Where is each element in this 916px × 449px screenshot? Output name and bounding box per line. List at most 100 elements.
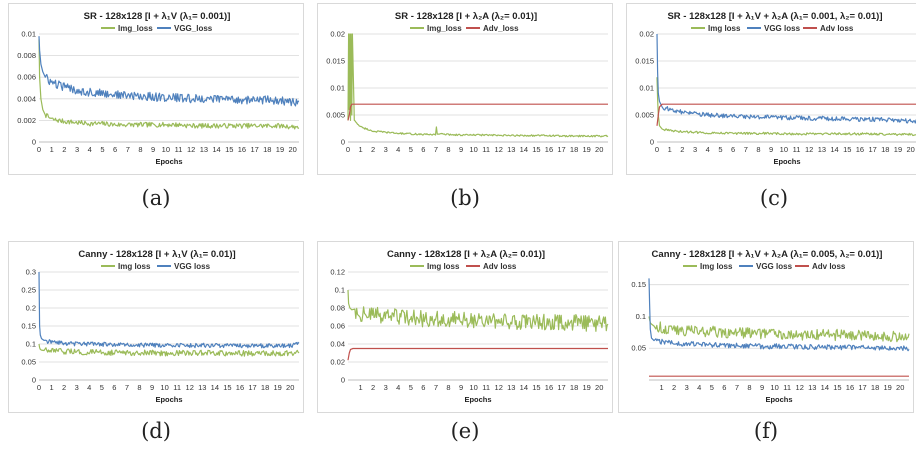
x-tick-label: 19 bbox=[582, 383, 590, 392]
x-tick-label: 8 bbox=[138, 145, 142, 154]
series-line bbox=[656, 33, 916, 124]
x-tick-label: 15 bbox=[532, 383, 540, 392]
x-tick-label: 6 bbox=[421, 383, 425, 392]
chart-svg: Canny - 128x128 [I + λ₁V (λ₁= 0.01)] Img … bbox=[21, 249, 300, 404]
y-tick-label: 0.25 bbox=[21, 286, 36, 295]
y-tick-label: 0 bbox=[341, 376, 345, 385]
x-tick-label: 15 bbox=[225, 145, 233, 154]
x-tick-label: 16 bbox=[846, 383, 854, 392]
x-tick-label: 5 bbox=[710, 383, 714, 392]
x-tick-label: 2 bbox=[371, 383, 375, 392]
chart-frame: SR - 128x128 [I + λ₁V (λ₁= 0.001)] Img_lo… bbox=[8, 3, 304, 175]
x-tick-label: 17 bbox=[868, 145, 876, 154]
x-tick-label: 9 bbox=[760, 383, 764, 392]
x-tick-label: 8 bbox=[137, 383, 141, 392]
x-tick-label: 18 bbox=[263, 145, 271, 154]
x-tick-label: 14 bbox=[830, 145, 838, 154]
x-tick-label: 17 bbox=[557, 383, 565, 392]
x-tick-label: 14 bbox=[520, 145, 528, 154]
legend-label: Img_loss bbox=[427, 24, 462, 33]
y-tick-label: 0.15 bbox=[21, 322, 36, 331]
x-tick-label: 11 bbox=[482, 145, 490, 154]
x-tick-label: 6 bbox=[731, 145, 735, 154]
series-line bbox=[648, 278, 910, 352]
x-tick-label: 20 bbox=[896, 383, 904, 392]
x-tick-label: 3 bbox=[693, 145, 697, 154]
x-tick-label: 10 bbox=[162, 145, 170, 154]
x-tick-label: 13 bbox=[507, 383, 515, 392]
chart-caption: (e) bbox=[450, 419, 480, 443]
chart-svg: Canny - 128x128 [I + λ₂A (λ₂= 0.01)] Img … bbox=[330, 249, 609, 404]
series-line bbox=[38, 36, 300, 107]
x-tick-label: 7 bbox=[744, 145, 748, 154]
legend-label: Img loss bbox=[700, 262, 733, 271]
x-tick-label: 10 bbox=[770, 383, 778, 392]
x-tick-label: 2 bbox=[672, 383, 676, 392]
x-tick-label: 19 bbox=[276, 145, 284, 154]
x-tick-label: 15 bbox=[843, 145, 851, 154]
x-tick-label: 1 bbox=[358, 383, 362, 392]
x-tick-label: 13 bbox=[808, 383, 816, 392]
legend-label: Adv_loss bbox=[483, 24, 519, 33]
y-tick-label: 0.01 bbox=[639, 84, 654, 93]
x-tick-label: 1 bbox=[659, 383, 663, 392]
x-tick-label: 13 bbox=[200, 145, 208, 154]
chart-title: Canny - 128x128 [I + λ₁V (λ₁= 0.01)] bbox=[78, 249, 235, 260]
legend-label: VGG_loss bbox=[174, 24, 213, 33]
x-axis-label: Epochs bbox=[464, 395, 491, 404]
y-tick-label: 0.15 bbox=[631, 280, 646, 289]
chart-frame: Canny - 128x128 [I + λ₁V (λ₁= 0.01)] Img … bbox=[8, 241, 304, 413]
legend-label: Img loss bbox=[708, 24, 741, 33]
x-tick-label: 6 bbox=[722, 383, 726, 392]
y-tick-label: 0.2 bbox=[26, 304, 36, 313]
x-tick-label: 7 bbox=[434, 383, 438, 392]
y-tick-label: 0.1 bbox=[636, 312, 646, 321]
x-tick-label: 17 bbox=[858, 383, 866, 392]
x-tick-label: 12 bbox=[186, 383, 194, 392]
x-tick-label: 10 bbox=[780, 145, 788, 154]
legend-label: Adv loss bbox=[812, 262, 846, 271]
x-tick-label: 4 bbox=[87, 383, 91, 392]
x-tick-label: 18 bbox=[570, 383, 578, 392]
chart-caption: (b) bbox=[450, 186, 480, 210]
x-tick-label: 7 bbox=[126, 145, 130, 154]
chart-svg: SR - 128x128 [I + λ₁V + λ₂A (λ₁= 0.001, … bbox=[635, 11, 916, 166]
legend-label: VGG loss bbox=[756, 262, 793, 271]
y-tick-label: 0.1 bbox=[335, 286, 345, 295]
x-tick-label: 11 bbox=[793, 145, 801, 154]
y-tick-label: 0.1 bbox=[26, 340, 36, 349]
chart-caption: (d) bbox=[141, 419, 171, 443]
y-tick-label: 0.002 bbox=[17, 116, 36, 125]
x-tick-label: 9 bbox=[459, 145, 463, 154]
x-tick-label: 19 bbox=[894, 145, 902, 154]
y-tick-label: 0.02 bbox=[639, 30, 654, 39]
y-tick-label: 0 bbox=[32, 138, 36, 147]
y-tick-label: 0.01 bbox=[21, 30, 36, 39]
y-tick-label: 0 bbox=[341, 138, 345, 147]
y-tick-label: 0 bbox=[650, 138, 654, 147]
x-tick-label: 11 bbox=[482, 383, 490, 392]
legend-label: Img_loss bbox=[118, 24, 153, 33]
chart-frame: SR - 128x128 [I + λ₂A (λ₂= 0.01)] Img_los… bbox=[317, 3, 613, 175]
x-tick-label: 5 bbox=[409, 383, 413, 392]
x-tick-label: 17 bbox=[248, 383, 256, 392]
x-tick-label: 16 bbox=[856, 145, 864, 154]
y-tick-label: 0.006 bbox=[17, 73, 36, 82]
x-tick-label: 16 bbox=[545, 383, 553, 392]
x-tick-label: 2 bbox=[371, 145, 375, 154]
x-tick-label: 14 bbox=[212, 145, 220, 154]
x-tick-label: 18 bbox=[881, 145, 889, 154]
legend-label: Adv loss bbox=[483, 262, 517, 271]
x-axis-label: Epochs bbox=[155, 395, 182, 404]
x-axis-label: Epochs bbox=[765, 395, 792, 404]
x-tick-label: 16 bbox=[236, 383, 244, 392]
x-tick-label: 4 bbox=[396, 145, 400, 154]
x-tick-label: 12 bbox=[187, 145, 195, 154]
x-tick-label: 7 bbox=[434, 145, 438, 154]
series-line bbox=[656, 77, 916, 137]
y-tick-label: 0.12 bbox=[330, 268, 345, 277]
x-tick-label: 7 bbox=[735, 383, 739, 392]
x-tick-label: 6 bbox=[112, 383, 116, 392]
x-tick-label: 16 bbox=[238, 145, 246, 154]
chart-svg: Canny - 128x128 [I + λ₁V + λ₂A (λ₁= 0.00… bbox=[631, 249, 910, 404]
